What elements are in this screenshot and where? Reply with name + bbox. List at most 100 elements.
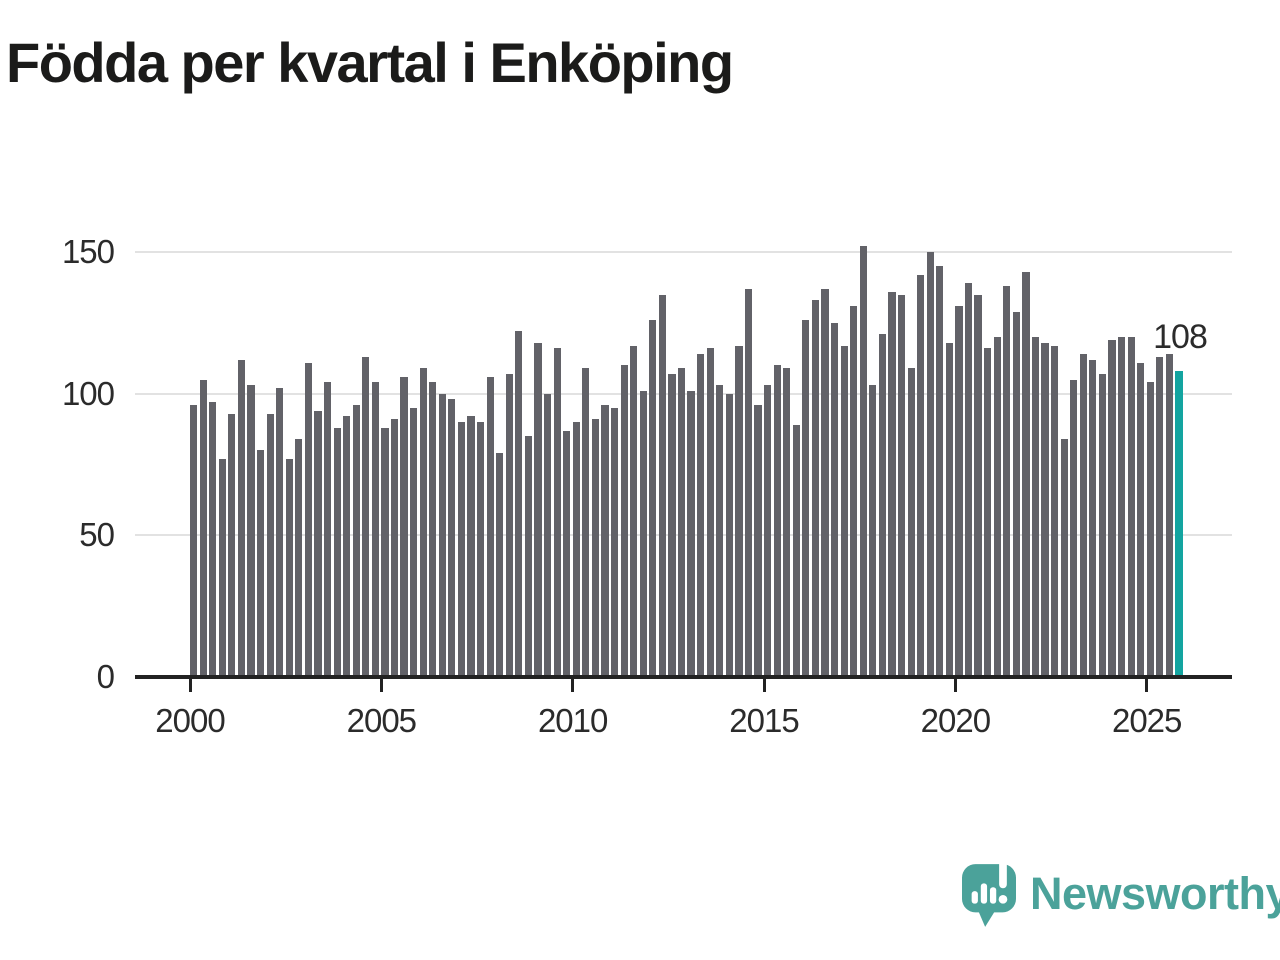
bar [228, 413, 236, 677]
bar [237, 359, 246, 677]
bar [371, 382, 379, 677]
bar [630, 345, 638, 677]
y-tick-label-0: 0 [96, 658, 115, 695]
x-tick-label-2010: 2010 [537, 702, 608, 739]
bar [400, 376, 408, 677]
chart-title: Födda per kvartal i Enköping [6, 31, 734, 94]
bar [247, 385, 255, 677]
bar [362, 356, 370, 677]
bar-highlight-latest [1175, 371, 1183, 677]
bar [936, 266, 944, 677]
bar [457, 422, 466, 677]
bar [190, 405, 198, 677]
x-tick-2025 [1145, 679, 1149, 692]
bar [410, 407, 418, 677]
bar [610, 407, 619, 677]
bar [1127, 337, 1135, 677]
bar [467, 416, 475, 677]
bar [1156, 356, 1164, 677]
bar [1089, 359, 1097, 677]
bar [505, 373, 513, 677]
y-tick-label-50: 50 [79, 516, 115, 554]
bar [850, 305, 858, 677]
bar [802, 320, 810, 677]
bar [764, 385, 772, 677]
x-tick-label-2025: 2025 [1111, 702, 1182, 739]
bar [314, 410, 322, 677]
bar [1060, 439, 1068, 677]
x-tick-label-2005: 2005 [346, 702, 417, 739]
y-tick-label-150: 150 [61, 233, 115, 270]
bar [974, 294, 982, 677]
bar [1070, 379, 1078, 677]
bar [486, 376, 494, 677]
bar [1003, 286, 1011, 677]
bar [582, 368, 590, 677]
x-tick-label-2000: 2000 [155, 702, 225, 739]
bar [1079, 354, 1087, 677]
bar [295, 439, 303, 677]
bar [1117, 337, 1126, 677]
bar [390, 419, 399, 677]
bar [687, 390, 695, 677]
bar [955, 305, 963, 677]
bar [1041, 342, 1049, 677]
bar [543, 393, 552, 677]
bar [352, 405, 360, 677]
bar [840, 345, 848, 677]
bar [639, 390, 647, 677]
bar [477, 422, 485, 677]
bar [438, 393, 446, 677]
newsworthy-logo-icon [962, 860, 1016, 927]
y-tick-label-100: 100 [61, 374, 115, 412]
bar [658, 294, 666, 677]
bar [256, 450, 265, 677]
bar [1031, 337, 1040, 677]
bar [668, 373, 676, 677]
bar [1022, 271, 1030, 677]
bar [1146, 382, 1154, 677]
bar [649, 320, 657, 677]
bar [744, 288, 753, 677]
bar [926, 252, 934, 677]
x-tick-label-2015: 2015 [729, 702, 799, 739]
bar [1137, 362, 1145, 677]
x-tick-2015 [762, 679, 766, 692]
bar [572, 422, 580, 677]
bar [907, 368, 915, 677]
bar [830, 322, 839, 677]
bar [591, 419, 599, 677]
bar [524, 436, 533, 677]
bar [266, 413, 274, 677]
bar [601, 405, 609, 677]
bar [1012, 311, 1020, 677]
bar [984, 348, 992, 677]
bar [496, 453, 504, 677]
highlight-value-label: 108 [1153, 318, 1208, 356]
bar [276, 388, 284, 677]
bar [897, 294, 906, 677]
bar [448, 399, 456, 677]
bar [917, 274, 925, 677]
bar [773, 365, 781, 677]
bar [534, 342, 542, 677]
x-tick-2020 [953, 679, 957, 692]
bar [333, 427, 341, 677]
bar [515, 331, 523, 677]
bar [1051, 345, 1059, 677]
bar [381, 427, 389, 677]
bar [878, 334, 886, 677]
bar [859, 246, 867, 677]
bar [821, 288, 829, 677]
bar [888, 291, 896, 677]
bar [620, 365, 628, 677]
bar [1165, 354, 1174, 677]
bar [945, 342, 953, 677]
bar [993, 337, 1001, 677]
bar [1108, 339, 1116, 677]
bar [429, 382, 437, 677]
x-tick-2010 [571, 679, 575, 692]
bar [869, 385, 877, 677]
bar [706, 348, 714, 677]
bar [304, 362, 312, 677]
